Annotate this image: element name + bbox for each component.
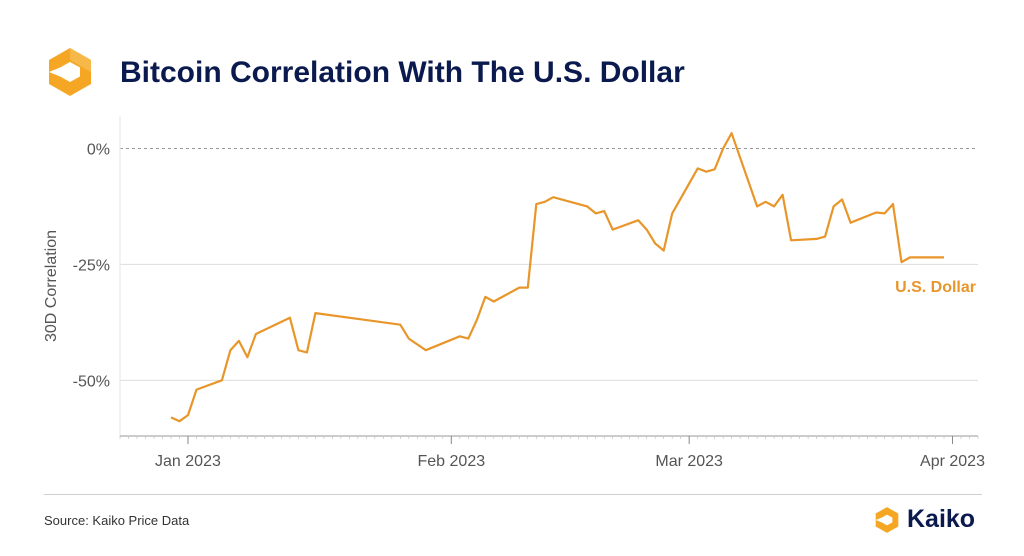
brand: Kaiko bbox=[873, 505, 975, 534]
series-label-us-dollar: U.S. Dollar bbox=[895, 279, 976, 296]
kaiko-logo-icon bbox=[875, 506, 899, 533]
x-tick-label: Feb 2023 bbox=[418, 453, 486, 470]
y-tick-label: -50% bbox=[73, 373, 110, 390]
x-tick-label: Apr 2023 bbox=[920, 453, 985, 470]
y-tick-label: 0% bbox=[87, 141, 110, 158]
series-line-us-dollar bbox=[170, 132, 944, 423]
y-axis-label: 30D Correlation bbox=[43, 230, 60, 342]
kaiko-hexagon-logo-icon bbox=[49, 48, 91, 96]
y-tick-label: -25% bbox=[73, 257, 110, 274]
source-note: Source: Kaiko Price Data bbox=[44, 513, 190, 528]
axes: 0% -25% -50% Jan 2023 Feb 2023 Mar 2023 Apr 20… bbox=[73, 116, 985, 470]
grid-lines bbox=[120, 147, 978, 381]
x-tick-label: Jan 2023 bbox=[155, 453, 221, 470]
page-title: Bitcoin Correlation With The U.S. Dollar bbox=[120, 56, 685, 89]
line-chart: 0% -25% -50% Jan 2023 Feb 2023 Mar 2023 Apr 20… bbox=[43, 116, 985, 470]
x-tick-label: Mar 2023 bbox=[655, 453, 723, 470]
brand-name: Kaiko bbox=[907, 505, 976, 533]
footer-divider bbox=[44, 494, 982, 495]
